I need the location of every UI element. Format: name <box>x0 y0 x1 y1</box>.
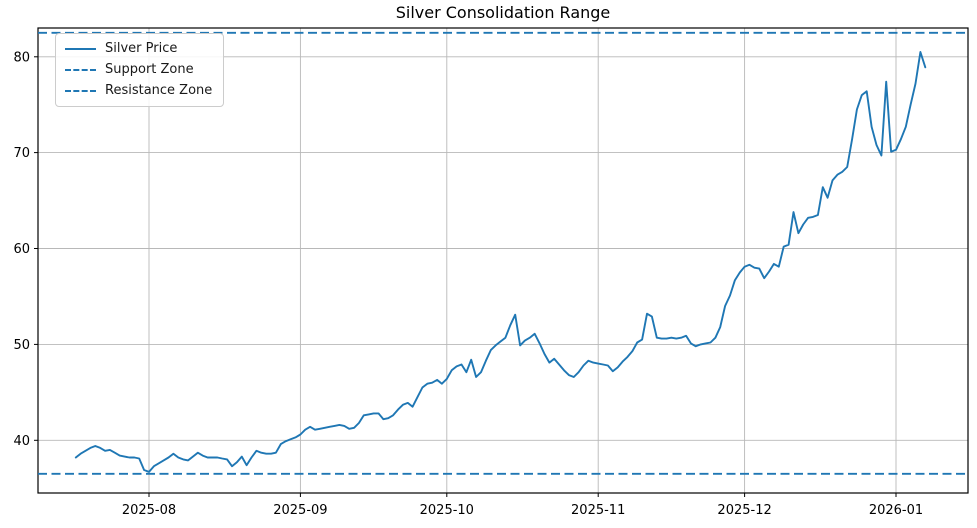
x-tick-label: 2025-08 <box>122 503 176 518</box>
legend: Silver Price Support Zone Resistance Zon… <box>55 33 225 107</box>
chart-title: Silver Consolidation Range <box>395 3 611 22</box>
y-tick-label: 60 <box>13 242 30 257</box>
legend-item-support-zone: Support Zone <box>65 62 212 78</box>
legend-item-label: Resistance Zone <box>105 83 213 98</box>
x-tick-label: 2026-01 <box>869 503 923 518</box>
legend-item-label: Support Zone <box>105 62 194 77</box>
legend-solid-line-icon <box>65 48 96 50</box>
x-tick-label: 2025-11 <box>571 503 625 518</box>
y-tick-label: 40 <box>13 434 30 449</box>
legend-item-label: Silver Price <box>105 41 178 56</box>
legend-dashed-line-icon <box>65 69 96 71</box>
legend-item-silver-price: Silver Price <box>65 41 212 57</box>
y-tick-label: 50 <box>13 338 30 353</box>
x-tick-label: 2025-10 <box>420 503 474 518</box>
y-tick-label: 80 <box>13 50 30 65</box>
y-tick-label: 70 <box>13 146 30 161</box>
axes-spines <box>37 27 969 494</box>
x-tick-label: 2025-12 <box>717 503 771 518</box>
legend-item-resistance-zone: Resistance Zone <box>65 83 212 99</box>
legend-dashed-line-icon <box>65 90 96 92</box>
x-tick-label: 2025-09 <box>273 503 327 518</box>
silver-price-line <box>74 51 927 473</box>
